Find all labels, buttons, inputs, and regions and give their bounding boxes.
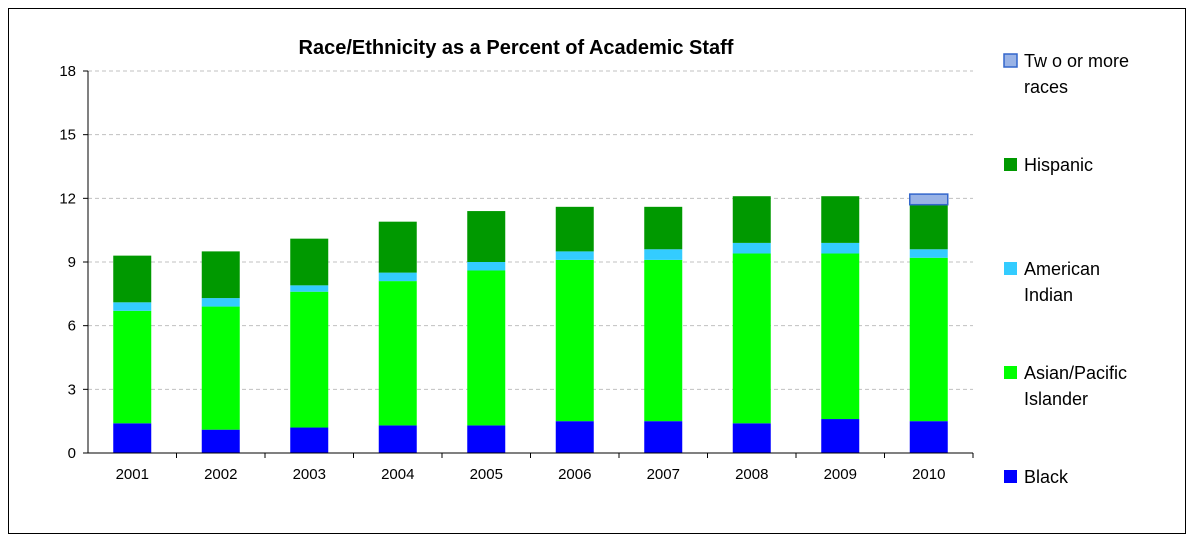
legend-label: races	[1024, 77, 1068, 97]
bars	[113, 193, 949, 453]
bar-segment	[201, 429, 240, 453]
bar-segment	[201, 298, 240, 307]
bar-segment	[113, 310, 152, 424]
chart-frame: Race/Ethnicity as a Percent of Academic …	[8, 8, 1186, 534]
bar-segment	[290, 427, 329, 453]
bar-segment	[113, 255, 152, 303]
x-tick-label: 2003	[293, 466, 326, 483]
bar-segment	[113, 302, 152, 311]
legend-label: Asian/Pacific	[1024, 363, 1127, 383]
bar-segment	[644, 206, 683, 250]
bar-segment	[290, 285, 329, 292]
y-tick-label: 18	[59, 63, 76, 80]
legend-swatch	[1003, 53, 1018, 68]
x-tick-label: 2004	[381, 466, 414, 483]
x-tick-label: 2008	[735, 466, 768, 483]
bar-segment	[113, 423, 152, 453]
legend-label: Islander	[1024, 389, 1088, 409]
bar-segment	[555, 206, 594, 252]
legend-label: Tw o or more	[1024, 51, 1129, 71]
legend-label: Black	[1024, 467, 1069, 487]
legend-swatch	[1004, 158, 1017, 171]
y-tick-label: 9	[68, 254, 76, 271]
bar-segment	[909, 204, 948, 250]
bar-segment	[732, 253, 771, 424]
bar-segment	[467, 425, 506, 453]
x-tick-label: 2001	[116, 466, 149, 483]
bar-segment	[378, 272, 417, 282]
bar-segment	[467, 262, 506, 271]
axes: 0 3 6 9 12 15 18 2001 2002 2003 2004 2005 2006 2007 20…	[59, 63, 974, 483]
bar-segment	[909, 421, 948, 453]
legend-swatch	[1004, 366, 1017, 379]
bar-segment	[467, 270, 506, 426]
bar-segment	[821, 253, 860, 420]
bar-segment	[201, 251, 240, 299]
x-tick-label: 2009	[824, 466, 857, 483]
bar-segment	[378, 221, 417, 273]
y-tick-label: 12	[59, 190, 76, 207]
bar-segment	[732, 196, 771, 243]
x-tick-label: 2010	[912, 466, 945, 483]
bar-segment	[821, 419, 860, 453]
bar-segment	[555, 421, 594, 453]
bar-segment	[732, 423, 771, 453]
legend-label: American	[1024, 259, 1100, 279]
bar-segment	[201, 306, 240, 430]
legend-swatch	[1004, 470, 1017, 483]
bar-segment	[644, 421, 683, 453]
legend: Tw o or more races Hispanic American Indian A…	[1003, 51, 1129, 487]
y-tick-label: 3	[68, 381, 76, 398]
legend-label: Indian	[1024, 285, 1073, 305]
stacked-bar-chart: Race/Ethnicity as a Percent of Academic …	[59, 37, 1129, 487]
y-tick-label: 15	[59, 127, 76, 144]
y-tick-label: 6	[68, 318, 76, 335]
bar-segment	[555, 259, 594, 422]
x-tick-label: 2007	[647, 466, 680, 483]
bar-segment	[821, 242, 860, 254]
x-tick-label: 2006	[558, 466, 591, 483]
bar-segment	[821, 196, 860, 243]
bar-segment	[555, 251, 594, 260]
legend-swatch	[1004, 262, 1017, 275]
bar-segment	[378, 425, 417, 453]
bar-segment	[467, 211, 506, 262]
chart-title: Race/Ethnicity as a Percent of Academic …	[299, 37, 734, 59]
bar-segment	[644, 249, 683, 260]
bar-segment	[909, 249, 948, 258]
bar-segment	[290, 291, 329, 428]
y-tick-label: 0	[68, 445, 76, 462]
bar-segment	[909, 257, 948, 422]
bar-segment	[378, 281, 417, 426]
bar-segment	[290, 238, 329, 286]
legend-label: Hispanic	[1024, 155, 1093, 175]
bar-segment	[909, 193, 949, 206]
bar-segment	[644, 259, 683, 422]
bar-segment	[732, 242, 771, 254]
x-tick-label: 2005	[470, 466, 503, 483]
x-tick-label: 2002	[204, 466, 237, 483]
